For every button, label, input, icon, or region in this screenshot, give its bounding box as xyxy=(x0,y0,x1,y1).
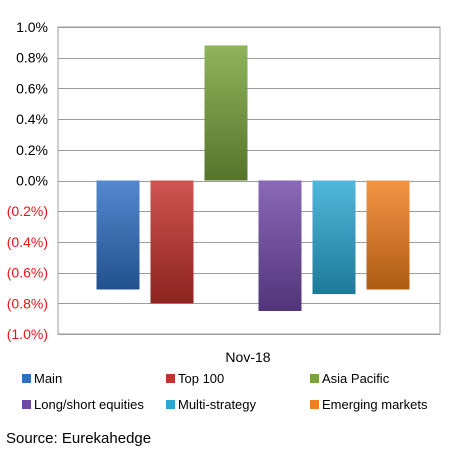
y-tick-label: (0.2%) xyxy=(7,203,48,219)
bar-main xyxy=(96,180,140,290)
legend-label: Emerging markets xyxy=(322,397,428,412)
legend-item-long-short-equities: Long/short equities xyxy=(22,397,144,412)
legend-swatch xyxy=(310,400,319,409)
bar-multi-strategy xyxy=(312,180,356,295)
legend-swatch xyxy=(22,400,31,409)
y-tick-label: 0.4% xyxy=(16,111,48,127)
legend-label: Multi-strategy xyxy=(178,397,257,412)
legend-label: Main xyxy=(34,371,62,386)
bar-top-100 xyxy=(150,180,194,304)
y-tick-label: (1.0%) xyxy=(7,326,48,342)
y-tick-label: 0.6% xyxy=(16,80,48,96)
source-note: Source: Eurekahedge xyxy=(6,430,152,447)
legend: Main Top 100 Asia Pacific Long/short equiti… xyxy=(22,371,428,412)
legend-swatch xyxy=(166,374,175,383)
y-tick-label: (0.4%) xyxy=(7,234,48,250)
y-tick-label: (0.6%) xyxy=(7,265,48,281)
legend-item-top-100: Top 100 xyxy=(166,371,224,386)
legend-label: Top 100 xyxy=(178,371,224,386)
bar-asia-pacific xyxy=(204,45,248,181)
legend-item-asia-pacific: Asia Pacific xyxy=(310,371,390,386)
legend-item-main: Main xyxy=(22,371,62,386)
x-axis-categories: Nov-18 xyxy=(225,349,270,365)
bar-emerging-markets xyxy=(366,180,410,290)
y-tick-label: 0.0% xyxy=(16,173,48,189)
y-axis-ticks: 1.0% 0.8% 0.6% 0.4% 0.2% 0.0% (0.2%) (0.4%) (0.6… xyxy=(7,19,48,342)
legend-item-emerging-markets: Emerging markets xyxy=(310,397,428,412)
y-tick-label: 0.8% xyxy=(16,50,48,66)
legend-item-multi-strategy: Multi-strategy xyxy=(166,397,257,412)
legend-swatch xyxy=(22,374,31,383)
bar-long-short-equities xyxy=(258,180,302,311)
y-tick-label: 0.2% xyxy=(16,142,48,158)
legend-label: Asia Pacific xyxy=(322,371,390,386)
y-tick-label: (0.8%) xyxy=(7,295,48,311)
legend-swatch xyxy=(310,374,319,383)
x-category-label: Nov-18 xyxy=(225,349,270,365)
bars xyxy=(96,45,410,311)
legend-swatch xyxy=(166,400,175,409)
y-tick-label: 1.0% xyxy=(16,19,48,35)
legend-label: Long/short equities xyxy=(34,397,144,412)
